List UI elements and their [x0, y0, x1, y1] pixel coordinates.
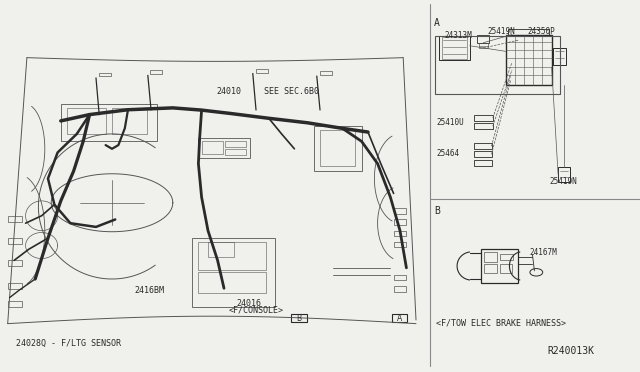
Bar — [314, 126, 362, 171]
Text: 24313M: 24313M — [444, 31, 472, 39]
Bar — [394, 219, 406, 225]
Bar — [474, 151, 492, 157]
Text: <F/TOW ELEC BRAKE HARNESS>: <F/TOW ELEC BRAKE HARNESS> — [436, 318, 566, 327]
Bar — [474, 143, 492, 149]
Bar — [435, 36, 560, 94]
Text: 24167M: 24167M — [530, 248, 557, 257]
Bar — [8, 260, 22, 266]
Text: <F/CONSOLE>: <F/CONSOLE> — [228, 305, 284, 314]
Text: 25419N: 25419N — [549, 177, 577, 186]
Bar — [484, 264, 497, 273]
Bar — [291, 314, 307, 322]
Text: 24016: 24016 — [237, 299, 262, 308]
Bar — [320, 71, 332, 75]
Bar — [150, 70, 162, 74]
Bar — [474, 160, 492, 166]
Bar — [394, 208, 406, 214]
Text: 25464: 25464 — [436, 149, 460, 158]
Text: B: B — [434, 206, 440, 217]
Bar — [394, 275, 406, 280]
Bar — [442, 37, 467, 59]
Bar — [192, 238, 275, 307]
Bar — [558, 167, 570, 182]
Bar — [225, 141, 246, 147]
Bar — [198, 242, 266, 270]
Text: R240013K: R240013K — [548, 346, 595, 356]
Text: A: A — [397, 314, 402, 323]
Text: 25419N: 25419N — [488, 27, 515, 36]
Text: B: B — [296, 314, 301, 323]
Bar — [394, 242, 406, 247]
Bar — [202, 141, 223, 154]
Bar — [508, 29, 549, 35]
Bar — [474, 115, 493, 121]
Bar — [8, 216, 22, 222]
Bar — [477, 35, 489, 43]
Bar — [198, 138, 250, 158]
Bar — [256, 69, 268, 73]
Bar — [67, 108, 106, 134]
Text: 24010: 24010 — [216, 87, 241, 96]
Text: 2416BM: 2416BM — [134, 286, 164, 295]
Bar — [474, 123, 493, 129]
Bar — [500, 264, 512, 273]
Bar — [61, 104, 157, 141]
Text: 25410U: 25410U — [436, 118, 464, 127]
Bar — [484, 252, 497, 262]
Bar — [208, 242, 234, 257]
Text: 24028Q - F/LTG SENSOR: 24028Q - F/LTG SENSOR — [16, 339, 121, 348]
Text: SEE SEC.6B0: SEE SEC.6B0 — [264, 87, 319, 96]
Bar — [198, 272, 266, 293]
Bar — [8, 238, 22, 244]
Bar — [553, 48, 566, 65]
Bar — [394, 231, 406, 236]
Bar — [506, 35, 552, 85]
Bar — [481, 249, 518, 283]
Bar — [99, 73, 111, 76]
Bar — [112, 108, 147, 134]
Bar — [439, 36, 470, 60]
Text: A: A — [434, 18, 440, 28]
Bar — [8, 283, 22, 289]
Bar — [500, 254, 513, 260]
Bar — [225, 149, 246, 155]
Bar — [394, 286, 406, 292]
Bar — [320, 130, 355, 166]
Bar — [392, 314, 407, 322]
Text: 24350P: 24350P — [527, 27, 555, 36]
Bar — [8, 301, 22, 307]
